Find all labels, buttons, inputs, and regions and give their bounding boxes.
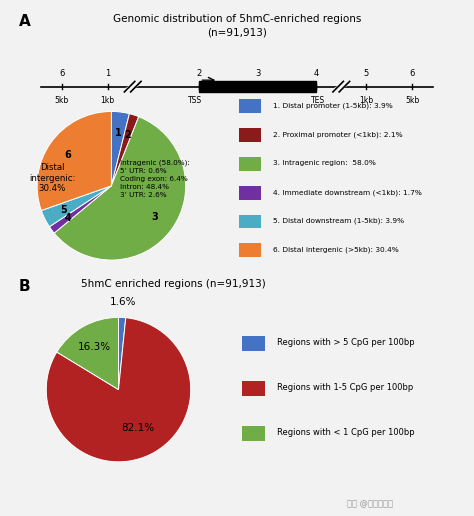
Text: 2: 2 [197,69,202,78]
Text: 3: 3 [151,212,158,222]
Text: 2. Proximal promoter (<1kb): 2.1%: 2. Proximal promoter (<1kb): 2.1% [273,132,402,138]
Text: 3: 3 [255,69,261,78]
Text: 6: 6 [64,150,71,160]
Bar [239,244,261,257]
Text: 2: 2 [124,130,131,140]
Text: 5. Distal downstream (1-5kb): 3.9%: 5. Distal downstream (1-5kb): 3.9% [273,218,404,224]
Text: 6: 6 [59,69,64,78]
Text: 4: 4 [65,213,72,222]
Text: 5kb: 5kb [55,96,69,105]
Text: Regions with 1-5 CpG per 100bp: Regions with 1-5 CpG per 100bp [277,383,413,392]
Text: 6. Distal intergenic (>5kb): 30.4%: 6. Distal intergenic (>5kb): 30.4% [273,247,398,253]
Text: Distal
intergenic:
30.4%: Distal intergenic: 30.4% [29,164,75,193]
Wedge shape [46,318,191,462]
Bar [239,215,261,229]
Text: 16.3%: 16.3% [78,342,111,352]
Text: TSS: TSS [188,96,202,105]
Wedge shape [57,317,118,390]
Text: 1kb: 1kb [359,96,374,105]
Text: 1: 1 [115,127,121,138]
Text: 1: 1 [105,69,110,78]
Text: 82.1%: 82.1% [121,424,155,433]
Text: 4. Immediate downstream (<1kb): 1.7%: 4. Immediate downstream (<1kb): 1.7% [273,189,421,196]
Text: B: B [19,280,31,295]
Text: 5hmC enriched regions (n=91,913): 5hmC enriched regions (n=91,913) [81,280,265,289]
Wedge shape [54,117,186,260]
Text: 知乎 @易基因科技: 知乎 @易基因科技 [346,499,393,508]
Text: Genomic distribution of 5hmC-enriched regions
(n=91,913): Genomic distribution of 5hmC-enriched re… [113,14,361,37]
Text: Regions with < 1 CpG per 100bp: Regions with < 1 CpG per 100bp [277,428,415,437]
Wedge shape [49,186,111,233]
Text: 6: 6 [410,69,415,78]
Text: 1kb: 1kb [100,96,115,105]
Text: 5: 5 [364,69,369,78]
Bar [242,381,265,396]
Wedge shape [111,111,129,186]
Text: 5kb: 5kb [405,96,419,105]
Bar [239,128,261,142]
Text: 1.6%: 1.6% [109,297,136,307]
Text: 3. Intragenic region:  58.0%: 3. Intragenic region: 58.0% [273,160,375,167]
Bar [242,336,265,351]
Text: A: A [19,14,31,29]
Text: Intragenic (58.0%):
5’ UTR: 0.6%
Coding exon: 6.4%
Intron: 48.4%
3’ UTR: 2.6%: Intragenic (58.0%): 5’ UTR: 0.6% Coding … [120,159,190,198]
Bar [239,186,261,200]
Text: Regions with > 5 CpG per 100bp: Regions with > 5 CpG per 100bp [277,338,415,347]
Wedge shape [37,111,111,211]
Text: 5: 5 [60,205,67,215]
Text: TES: TES [311,96,325,105]
Text: 4: 4 [314,69,319,78]
Bar [200,82,316,92]
Text: 1. Distal promoter (1-5kb): 3.9%: 1. Distal promoter (1-5kb): 3.9% [273,103,392,109]
Bar [239,157,261,171]
Wedge shape [41,186,111,227]
Wedge shape [118,317,126,390]
Bar [242,426,265,441]
Wedge shape [111,114,139,186]
Bar [239,100,261,114]
